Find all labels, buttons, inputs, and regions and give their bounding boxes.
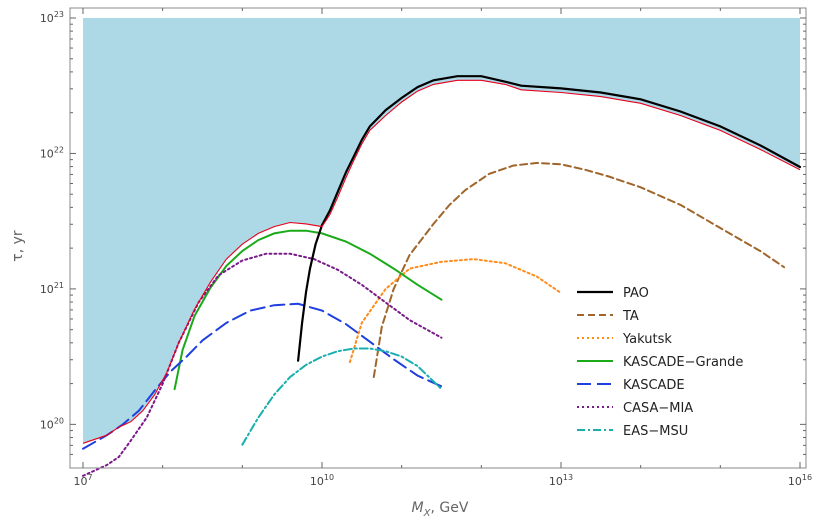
series-line-kascade-grande	[173, 229, 443, 391]
y-tick-label: 1022	[40, 145, 64, 160]
legend: PAO TA Yakutsk KASCADE−Grande KASCADE CASA−MI…	[577, 286, 743, 439]
legend-label: PAO	[623, 286, 649, 301]
series-line-yakutsk	[348, 258, 562, 364]
y-tick-label: 1020	[40, 416, 64, 431]
plot-frame	[69, 7, 807, 469]
envelope-curve	[82, 79, 801, 444]
legend-label: CASA−MIA	[623, 401, 693, 416]
series-line-kascade	[82, 302, 443, 450]
legend-label: KASCADE−Grande	[623, 355, 743, 370]
x-axis-label: MX, GeV	[412, 500, 469, 518]
legend-label: EAS−MSU	[623, 424, 688, 439]
y-tick-label: 1021	[40, 281, 64, 296]
x-tick-label: 1010	[310, 473, 334, 488]
series-line-casa-mia	[82, 252, 443, 477]
series-line-pao	[297, 75, 802, 362]
x-tick-label: 1016	[788, 473, 812, 488]
y-tick-label: 1023	[40, 10, 64, 25]
allowed-shaded-region	[83, 18, 800, 444]
series-line-ta	[372, 161, 786, 378]
legend-label: KASCADE	[623, 378, 685, 393]
series-layer	[82, 75, 802, 477]
x-tick-label: 107	[73, 473, 92, 488]
y-axis-ticks: 1020 1021 1022 1023	[40, 10, 806, 455]
plot-area	[83, 18, 800, 444]
x-tick-label: 1013	[549, 473, 573, 488]
legend-label: Yakutsk	[622, 332, 672, 347]
x-axis-ticks: 107 1010 1013 1016	[73, 8, 812, 488]
series-line-eas-msu	[241, 347, 443, 446]
legend-label: TA	[622, 309, 639, 324]
y-axis-label: τ, yr	[10, 230, 26, 262]
